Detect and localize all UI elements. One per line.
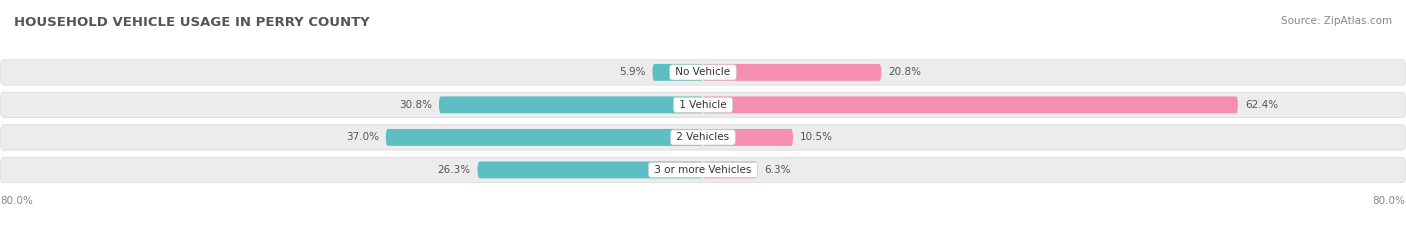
FancyBboxPatch shape [439, 96, 703, 113]
Text: 2 Vehicles: 2 Vehicles [673, 132, 733, 142]
FancyBboxPatch shape [478, 161, 703, 178]
Text: 1 Vehicle: 1 Vehicle [676, 100, 730, 110]
FancyBboxPatch shape [0, 60, 1406, 85]
Text: No Vehicle: No Vehicle [672, 67, 734, 77]
Text: 26.3%: 26.3% [437, 165, 471, 175]
Text: 5.9%: 5.9% [619, 67, 645, 77]
FancyBboxPatch shape [703, 161, 756, 178]
Text: 62.4%: 62.4% [1244, 100, 1278, 110]
Text: 6.3%: 6.3% [763, 165, 790, 175]
FancyBboxPatch shape [703, 64, 882, 81]
FancyBboxPatch shape [385, 129, 703, 146]
Text: Source: ZipAtlas.com: Source: ZipAtlas.com [1281, 16, 1392, 26]
FancyBboxPatch shape [0, 157, 1406, 183]
Text: 3 or more Vehicles: 3 or more Vehicles [651, 165, 755, 175]
Text: 10.5%: 10.5% [800, 132, 832, 142]
Text: HOUSEHOLD VEHICLE USAGE IN PERRY COUNTY: HOUSEHOLD VEHICLE USAGE IN PERRY COUNTY [14, 16, 370, 29]
FancyBboxPatch shape [703, 96, 1237, 113]
FancyBboxPatch shape [652, 64, 703, 81]
FancyBboxPatch shape [0, 125, 1406, 150]
Text: 30.8%: 30.8% [399, 100, 432, 110]
FancyBboxPatch shape [703, 129, 793, 146]
Text: 20.8%: 20.8% [889, 67, 921, 77]
FancyBboxPatch shape [0, 92, 1406, 118]
Text: 37.0%: 37.0% [346, 132, 380, 142]
